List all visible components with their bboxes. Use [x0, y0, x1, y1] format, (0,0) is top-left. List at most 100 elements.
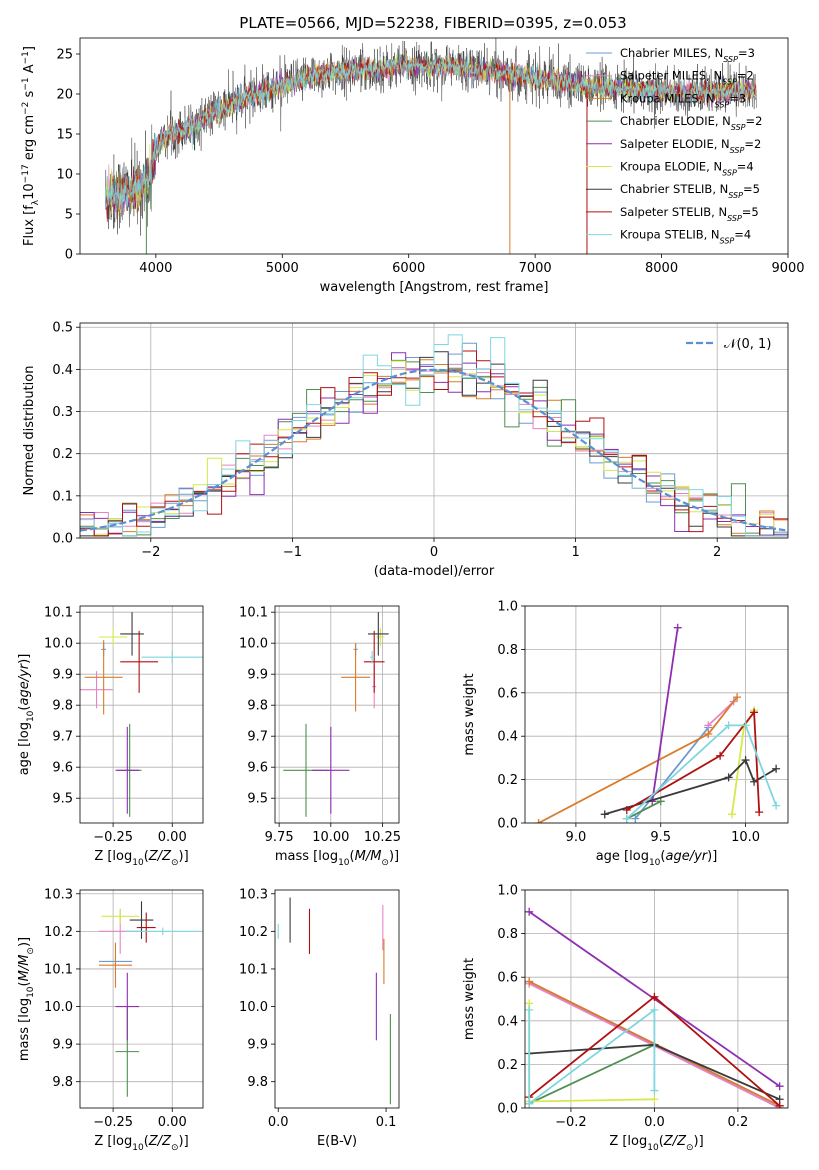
- panel-spectrum: 4000 5000 6000 7000 8000 9000 0 5 10 15 20 25 Chabri…: [21, 37, 805, 295]
- tick-label-y: 10.1: [239, 962, 268, 977]
- y-axis-label: mass weight: [462, 673, 477, 755]
- mass-weight-marker: [750, 777, 759, 786]
- mass-weight-marker: [622, 805, 631, 814]
- axes-frame: [524, 605, 789, 824]
- y-axis-label: age [log10(age/yr)]: [17, 654, 36, 776]
- mass-weight-marker: [733, 693, 742, 702]
- tick-label-y: 25: [56, 48, 73, 63]
- tick-label-y: 10: [56, 168, 73, 183]
- tick-label-y: 10.1: [44, 962, 73, 977]
- mass-weight-marker: [600, 810, 609, 819]
- x-axis-label: Z [log10(Z/Z⊙)]: [609, 1134, 703, 1153]
- mass-weight-marker: [534, 819, 543, 823]
- mass-weight-marker: [724, 773, 733, 782]
- panel-age_vs_Z: −0.25 0.00 9.5 9.6 9.7 9.8 9.9 10.0 10.1 Z [log10…: [17, 605, 204, 868]
- figure-title: PLATE=0566, MJD=52238, FIBERID=0395, z=0…: [239, 14, 626, 32]
- tick-label-y: 5: [65, 208, 73, 223]
- mass-weight-marker: [525, 1099, 534, 1108]
- y-axis-label: mass [log10(M/M⊙)]: [17, 937, 36, 1061]
- tick-label-y: 10.2: [239, 925, 268, 940]
- legend: 𝒩(0, 1): [686, 337, 771, 352]
- mass-weight-marker: [772, 801, 781, 810]
- tick-label-x: 0.00: [158, 830, 187, 845]
- x-axis-label: Z [log10(Z/Z⊙)]: [94, 1134, 188, 1153]
- tick-label-x: 2: [713, 545, 721, 560]
- tick-label-y: 20: [56, 88, 73, 103]
- mass-weight-line: [634, 726, 710, 820]
- plot-area-mw_vs_age: [534, 623, 781, 823]
- panel-mass_vs_Z: −0.25 0.00 9.8 9.9 10.0 10.1 10.2 10.3 Z [log10(…: [17, 887, 204, 1153]
- x-axis-label: wavelength [Angstrom, rest frame]: [320, 280, 549, 295]
- legend-entry: Chabrier ELODIE, NSSP=2: [620, 114, 762, 132]
- mass-weight-marker: [656, 797, 665, 806]
- tick-label-y: 10.3: [44, 887, 73, 902]
- tick-label-y: 9.9: [52, 668, 73, 683]
- mass-weight-marker: [525, 1005, 534, 1014]
- tick-label-y: 0.4: [52, 363, 73, 378]
- legend-entry: 𝒩(0, 1): [724, 337, 771, 352]
- tick-label-y: 9.5: [247, 792, 268, 807]
- tick-label-x: 10.00: [312, 830, 349, 845]
- mass-weight-marker: [750, 708, 759, 717]
- tick-label-y: 1.0: [497, 600, 518, 615]
- tick-label-y: 15: [56, 128, 73, 143]
- tick-label-y: 0: [65, 248, 73, 263]
- panel-residuals: −2 −1 0 1 2 0.0 0.1 0.2 0.3 0.4 0.5 𝒩(0, 1) (data-mo…: [22, 321, 789, 579]
- axes-frame: [524, 889, 789, 1109]
- mass-weight-marker: [772, 764, 781, 773]
- axes-frame: [274, 889, 400, 1109]
- tick-label-x: −0.25: [93, 1115, 133, 1130]
- tick-label-y: 0.8: [497, 643, 518, 658]
- tick-label-x: −0.2: [555, 1115, 587, 1130]
- plot-area-mw_vs_Z: [525, 907, 784, 1108]
- tick-label-x: 0.0: [268, 1115, 289, 1130]
- mass-weight-marker: [741, 721, 750, 730]
- tick-label-y: 10.1: [44, 606, 73, 621]
- tick-label-y: 0.1: [52, 489, 73, 504]
- plot-area-mass_vs_Z: [98, 901, 201, 1097]
- x-axis-label: mass [log10(M/M⊙)]: [275, 849, 399, 868]
- mass-weight-marker: [650, 1095, 659, 1104]
- tick-label-y: 9.8: [52, 699, 73, 714]
- spectrum-line: [104, 53, 757, 211]
- tick-label-y: 0.4: [497, 1014, 518, 1029]
- tick-label-y: 9.9: [247, 1038, 268, 1053]
- mass-weight-marker: [775, 1101, 784, 1108]
- tick-label-y: 0.0: [497, 817, 518, 832]
- tick-label-x: 9000: [771, 261, 804, 276]
- tick-label-y: 10.1: [239, 606, 268, 621]
- tick-label-y: 9.7: [52, 730, 73, 745]
- mass-weight-marker: [728, 810, 737, 819]
- panel-mw_vs_age: 9.0 9.5 10.0 0.0 0.2 0.4 0.6 0.8 1.0 age [log10(a…: [462, 600, 789, 868]
- tick-label-x: 9.0: [566, 830, 587, 845]
- mass-weight-marker: [755, 808, 764, 817]
- normal-curve: [80, 368, 786, 532]
- mass-weight-marker: [622, 814, 631, 823]
- mass-weight-marker: [650, 1086, 659, 1095]
- y-axis-label: Flux [fλ10−17 erg cm−2 s−1 A−1]: [21, 46, 41, 246]
- mass-weight-marker: [704, 721, 713, 730]
- tick-label-x: −1: [283, 545, 302, 560]
- tick-label-y: 9.9: [247, 668, 268, 683]
- panel-age_vs_mass: 9.75 10.00 10.25 9.5 9.6 9.7 9.8 9.9 10.0 10.1 mas…: [239, 605, 401, 868]
- legend: Chabrier MILES, NSSP=3 Salpeter MILES, NS…: [586, 46, 762, 245]
- plot-area-age_vs_mass: [283, 612, 389, 817]
- tick-label-x: 0.00: [158, 1115, 187, 1130]
- axes-frame: [79, 605, 204, 824]
- mass-weight-line: [626, 709, 761, 813]
- mass-weight-marker: [724, 721, 733, 730]
- mass-weight-marker: [716, 751, 725, 760]
- tick-label-y: 0.8: [497, 927, 518, 942]
- mass-weight-marker: [741, 756, 750, 765]
- tick-label-y: 9.6: [52, 761, 73, 776]
- tick-label-x: 10.0: [731, 830, 760, 845]
- x-axis-label: E(B-V): [317, 1134, 357, 1149]
- tick-label-x: 8000: [645, 261, 678, 276]
- axes-frame: [79, 322, 789, 539]
- tick-label-x: 0: [430, 545, 438, 560]
- y-axis-label: mass weight: [462, 958, 477, 1040]
- mass-weight-line: [626, 800, 662, 820]
- legend-entry: Salpeter ELODIE, NSSP=2: [620, 137, 761, 155]
- tick-label-x: 9.5: [650, 830, 671, 845]
- x-axis-label: Z [log10(Z/Z⊙)]: [94, 849, 188, 868]
